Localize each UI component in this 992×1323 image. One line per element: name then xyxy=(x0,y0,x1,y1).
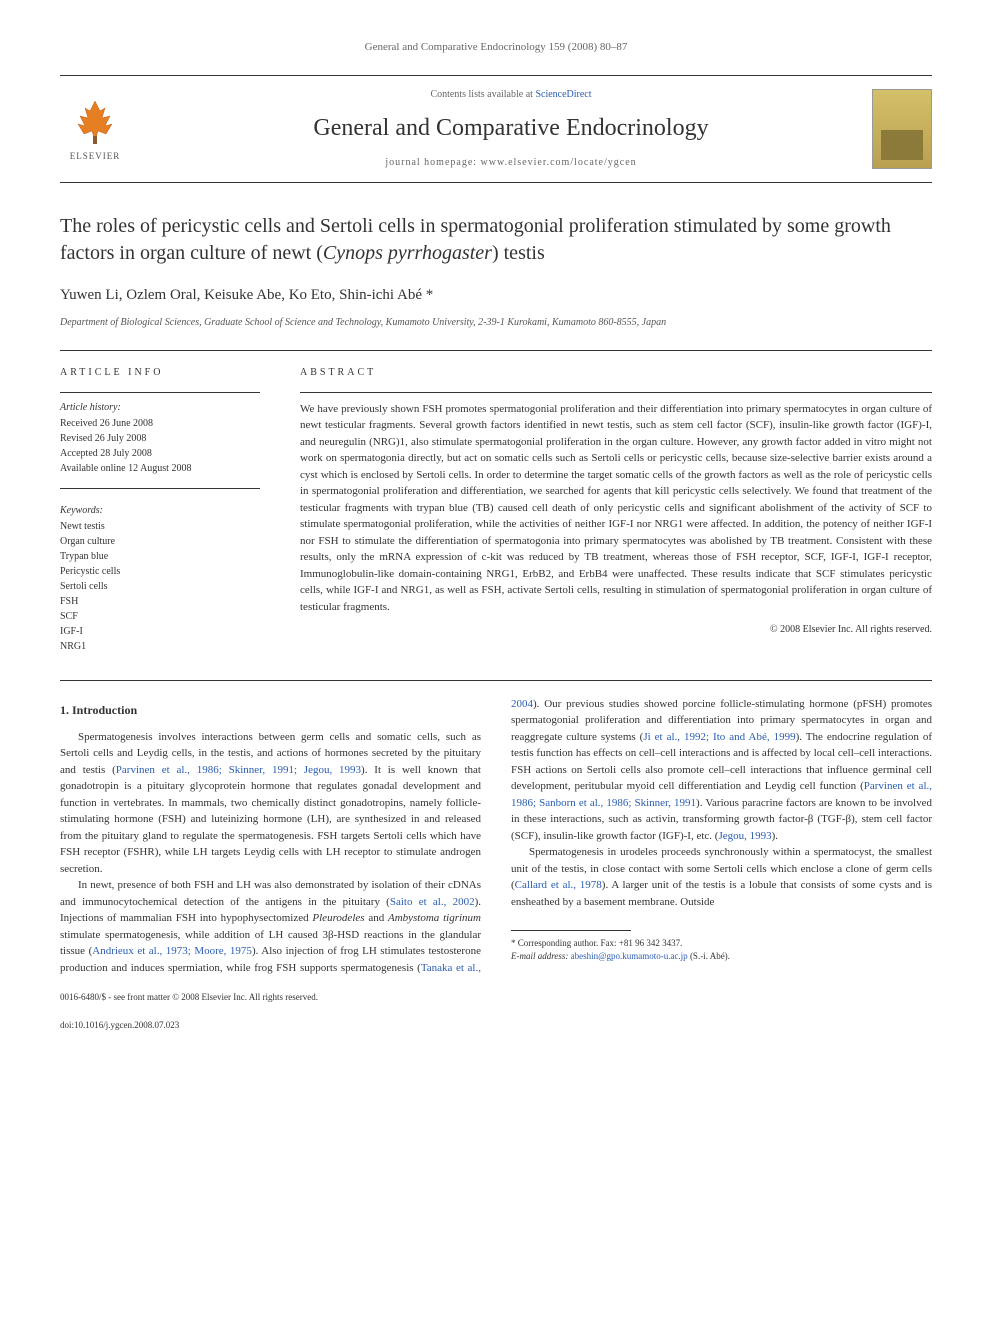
p3-citation-1[interactable]: Callard et al., 1978 xyxy=(515,879,602,891)
divider-top xyxy=(60,350,932,351)
abstract-column: ABSTRACT We have previously shown FSH pr… xyxy=(300,366,932,655)
sciencedirect-link[interactable]: ScienceDirect xyxy=(535,89,591,100)
keyword-7: IGF-I xyxy=(60,625,260,639)
received-date: Received 26 June 2008 xyxy=(60,417,260,431)
keyword-6: SCF xyxy=(60,610,260,624)
elsevier-tree-icon xyxy=(70,96,120,146)
body-text-columns: 1. Introduction Spermatogenesis involves… xyxy=(60,696,932,977)
elsevier-logo: ELSEVIER xyxy=(60,89,130,169)
abstract-text: We have previously shown FSH promotes sp… xyxy=(300,401,932,616)
email-label: E-mail address: xyxy=(511,951,571,961)
journal-cover-thumbnail xyxy=(872,89,932,169)
footnote-separator xyxy=(511,930,631,931)
p2-citation-2[interactable]: Andrieux et al., 1973; Moore, 1975 xyxy=(92,945,252,957)
keyword-4: Sertoli cells xyxy=(60,580,260,594)
keyword-8: NRG1 xyxy=(60,640,260,654)
footer-doi: doi:10.1016/j.ygcen.2008.07.023 xyxy=(60,1019,932,1032)
p2-citation-1[interactable]: Saito et al., 2002 xyxy=(390,896,475,908)
accepted-date: Accepted 28 July 2008 xyxy=(60,447,260,461)
abstract-copyright: © 2008 Elsevier Inc. All rights reserved… xyxy=(300,623,932,637)
journal-homepage-line: journal homepage: www.elsevier.com/locat… xyxy=(150,156,872,170)
p2-citation-6[interactable]: Jegou, 1993 xyxy=(718,830,771,842)
keywords-block: Keywords: Newt testis Organ culture Tryp… xyxy=(60,504,260,654)
online-date: Available online 12 August 2008 xyxy=(60,462,260,476)
p2-citation-4[interactable]: Ji et al., 1992; Ito and Abé, 1999 xyxy=(643,731,795,743)
article-history-label: Article history: xyxy=(60,401,260,415)
section-1-heading: 1. Introduction xyxy=(60,701,481,719)
keyword-5: FSH xyxy=(60,595,260,609)
corresponding-author-footnote: * Corresponding author. Fax: +81 96 342 … xyxy=(511,937,932,950)
article-info-heading: ARTICLE INFO xyxy=(60,366,260,380)
article-info-column: ARTICLE INFO Article history: Received 2… xyxy=(60,366,260,655)
abstract-heading: ABSTRACT xyxy=(300,366,932,380)
contents-available-line: Contents lists available at ScienceDirec… xyxy=(150,88,872,102)
email-link[interactable]: abeshin@gpo.kumamoto-u.ac.jp xyxy=(571,951,688,961)
divider-bottom xyxy=(60,680,932,681)
revised-date: Revised 26 July 2008 xyxy=(60,432,260,446)
keyword-1: Organ culture xyxy=(60,535,260,549)
body-paragraph-1: Spermatogenesis involves interactions be… xyxy=(60,729,481,878)
p2-em-2: Ambystoma tigrinum xyxy=(388,912,481,924)
email-footnote: E-mail address: abeshin@gpo.kumamoto-u.a… xyxy=(511,950,932,963)
affiliation-line: Department of Biological Sciences, Gradu… xyxy=(60,316,932,330)
journal-citation-line: General and Comparative Endocrinology 15… xyxy=(60,40,932,55)
p2-text-c: and xyxy=(365,912,388,924)
footer-copyright: 0016-6480/$ - see front matter © 2008 El… xyxy=(60,991,932,1004)
title-part-2: ) testis xyxy=(492,242,545,264)
info-abstract-row: ARTICLE INFO Article history: Received 2… xyxy=(60,366,932,655)
body-paragraph-3: Spermatogenesis in urodeles proceeds syn… xyxy=(511,844,932,910)
p1-text-b: ). It is well known that gonadotropin is… xyxy=(60,764,481,875)
keyword-3: Pericystic cells xyxy=(60,565,260,579)
title-species-name: Cynops pyrrhogaster xyxy=(323,242,492,264)
keyword-2: Trypan blue xyxy=(60,550,260,564)
masthead-center: Contents lists available at ScienceDirec… xyxy=(150,88,872,170)
journal-name: General and Comparative Endocrinology xyxy=(150,112,872,146)
p1-citation-1[interactable]: Parvinen et al., 1986; Skinner, 1991; Je… xyxy=(116,764,361,776)
authors-line: Yuwen Li, Ozlem Oral, Keisuke Abe, Ko Et… xyxy=(60,285,932,306)
p2-em-1: Pleurodeles xyxy=(312,912,364,924)
keywords-label: Keywords: xyxy=(60,504,260,518)
elsevier-label: ELSEVIER xyxy=(70,150,121,163)
journal-masthead: ELSEVIER Contents lists available at Sci… xyxy=(60,75,932,183)
email-suffix: (S.-i. Abé). xyxy=(688,951,730,961)
article-title: The roles of pericystic cells and Sertol… xyxy=(60,213,932,267)
keyword-0: Newt testis xyxy=(60,520,260,534)
contents-text: Contents lists available at xyxy=(430,89,535,100)
p2-text-i: ). xyxy=(772,830,778,842)
